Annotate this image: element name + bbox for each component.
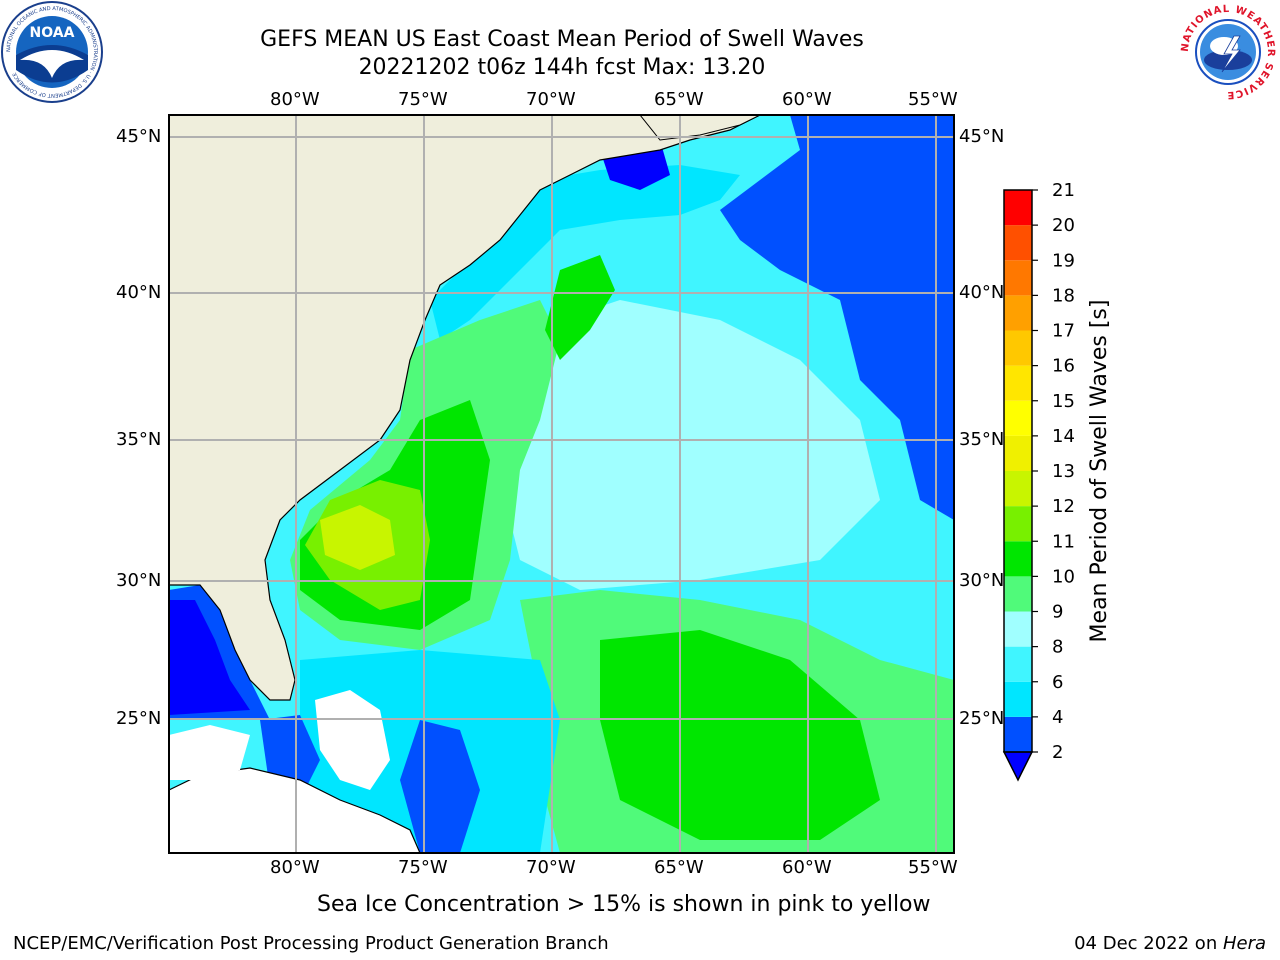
lon-label-bottom: 70°W <box>526 857 576 878</box>
field-caribbean <box>400 720 480 853</box>
map-frame <box>168 114 955 854</box>
lon-label-top: 65°W <box>654 89 704 110</box>
colorbar-swatch <box>1004 400 1032 436</box>
colorbar-tick-label: 21 <box>1052 180 1075 201</box>
colorbar-tick-label: 14 <box>1052 426 1075 447</box>
field-southeast-bright-2 <box>600 630 880 840</box>
lon-label-bottom: 55°W <box>908 857 958 878</box>
lat-label-right: 30°N <box>959 570 1005 591</box>
lon-label-bottom: 60°W <box>782 857 832 878</box>
nws-logo-icon: NATIONAL WEATHER SERVICE <box>1180 4 1276 100</box>
date-text: 04 Dec 2022 on <box>1074 933 1223 954</box>
colorbar-tick-label: 17 <box>1052 321 1075 342</box>
colorbar-swatch <box>1004 611 1032 647</box>
noaa-logo-icon: NOAA NATIONAL OCEANIC AND ATMOSPHERIC AD… <box>1 1 103 103</box>
lat-label-left: 45°N <box>116 126 162 147</box>
lon-label-top: 60°W <box>782 89 832 110</box>
colorbar-swatch <box>1004 541 1032 577</box>
colorbar-tick-label: 20 <box>1052 215 1075 236</box>
chart-title: GEFS MEAN US East Coast Mean Period of S… <box>260 27 864 52</box>
colorbar-tick-label: 10 <box>1052 566 1075 587</box>
colorbar-tick-label: 15 <box>1052 391 1075 412</box>
colorbar-tick-label: 12 <box>1052 496 1075 517</box>
lat-label-right: 45°N <box>959 126 1005 147</box>
field-peak-core <box>320 505 395 570</box>
lat-label-right: 40°N <box>959 282 1005 303</box>
colorbar-extend-arrow <box>1002 751 1034 782</box>
lon-label-top: 55°W <box>908 89 958 110</box>
colorbar-tick-label: 13 <box>1052 461 1075 482</box>
field-north-tongue <box>545 255 615 360</box>
colorbar-tick-label: 18 <box>1052 285 1075 306</box>
colorbar-tick-label: 19 <box>1052 250 1075 271</box>
land-gulf-mask <box>169 725 250 780</box>
colorbar-tick-label: 8 <box>1052 637 1063 658</box>
lon-label-top: 75°W <box>398 89 448 110</box>
colorbar-swatch <box>1004 681 1032 717</box>
colorbar-swatch <box>1004 225 1032 261</box>
lat-label-left: 25°N <box>116 708 162 729</box>
land-nova-scotia <box>639 115 761 141</box>
land-bahamas-mask <box>315 690 390 790</box>
credit-text: NCEP/EMC/Verification Post Processing Pr… <box>13 933 609 954</box>
colorbar-swatch <box>1004 435 1032 471</box>
colorbar-swatch <box>1004 716 1032 752</box>
colorbar-tick-label: 9 <box>1052 602 1063 623</box>
map-field <box>169 115 954 853</box>
field-shelf-northeast <box>430 165 740 340</box>
colorbar-swatch <box>1004 506 1032 542</box>
lon-label-bottom: 65°W <box>654 857 704 878</box>
colorbar-swatch <box>1004 295 1032 331</box>
lon-label-bottom: 80°W <box>270 857 320 878</box>
lat-label-left: 35°N <box>116 429 162 450</box>
date-stamp: 04 Dec 2022 on Hera <box>1074 933 1266 954</box>
colorbar-tick-label: 2 <box>1052 742 1063 763</box>
chart-subtitle: 20221202 t06z 144h fcst Max: 13.20 <box>358 55 766 80</box>
lon-label-top: 80°W <box>270 89 320 110</box>
lat-label-right: 35°N <box>959 429 1005 450</box>
colorbar-tick-label: 11 <box>1052 531 1075 552</box>
lon-label-bottom: 75°W <box>398 857 448 878</box>
colorbar: 2 4 6 8 9 10 11 12 13 14 15 16 17 18 19 20 21 Mean Period… <box>1002 180 1112 782</box>
field-gulf-deep <box>169 600 250 715</box>
colorbar-tick-label: 6 <box>1052 672 1063 693</box>
colorbar-tick-label: 16 <box>1052 356 1075 377</box>
lat-label-left: 30°N <box>116 570 162 591</box>
colorbar-swatch <box>1004 576 1032 612</box>
lon-label-top: 70°W <box>526 89 576 110</box>
colorbar-swatch <box>1004 646 1032 682</box>
lat-label-right: 25°N <box>959 708 1005 729</box>
machine-name: Hera <box>1222 933 1266 954</box>
colorbar-swatch <box>1004 365 1032 401</box>
colorbar-swatch <box>1004 190 1032 226</box>
colorbar-tick-label: 4 <box>1052 707 1063 728</box>
graticule <box>169 115 954 853</box>
colorbar-title: Mean Period of Swell Waves [s] <box>1087 300 1112 643</box>
sea-ice-note: Sea Ice Concentration > 15% is shown in … <box>317 892 931 917</box>
colorbar-swatch <box>1004 260 1032 296</box>
noaa-wordmark: NOAA <box>30 25 75 41</box>
colorbar-swatch <box>1004 471 1032 507</box>
colorbar-swatch <box>1004 330 1032 366</box>
field-mid-atlantic <box>500 300 880 590</box>
lat-label-left: 40°N <box>116 282 162 303</box>
field-short-period-northeast <box>720 115 954 520</box>
